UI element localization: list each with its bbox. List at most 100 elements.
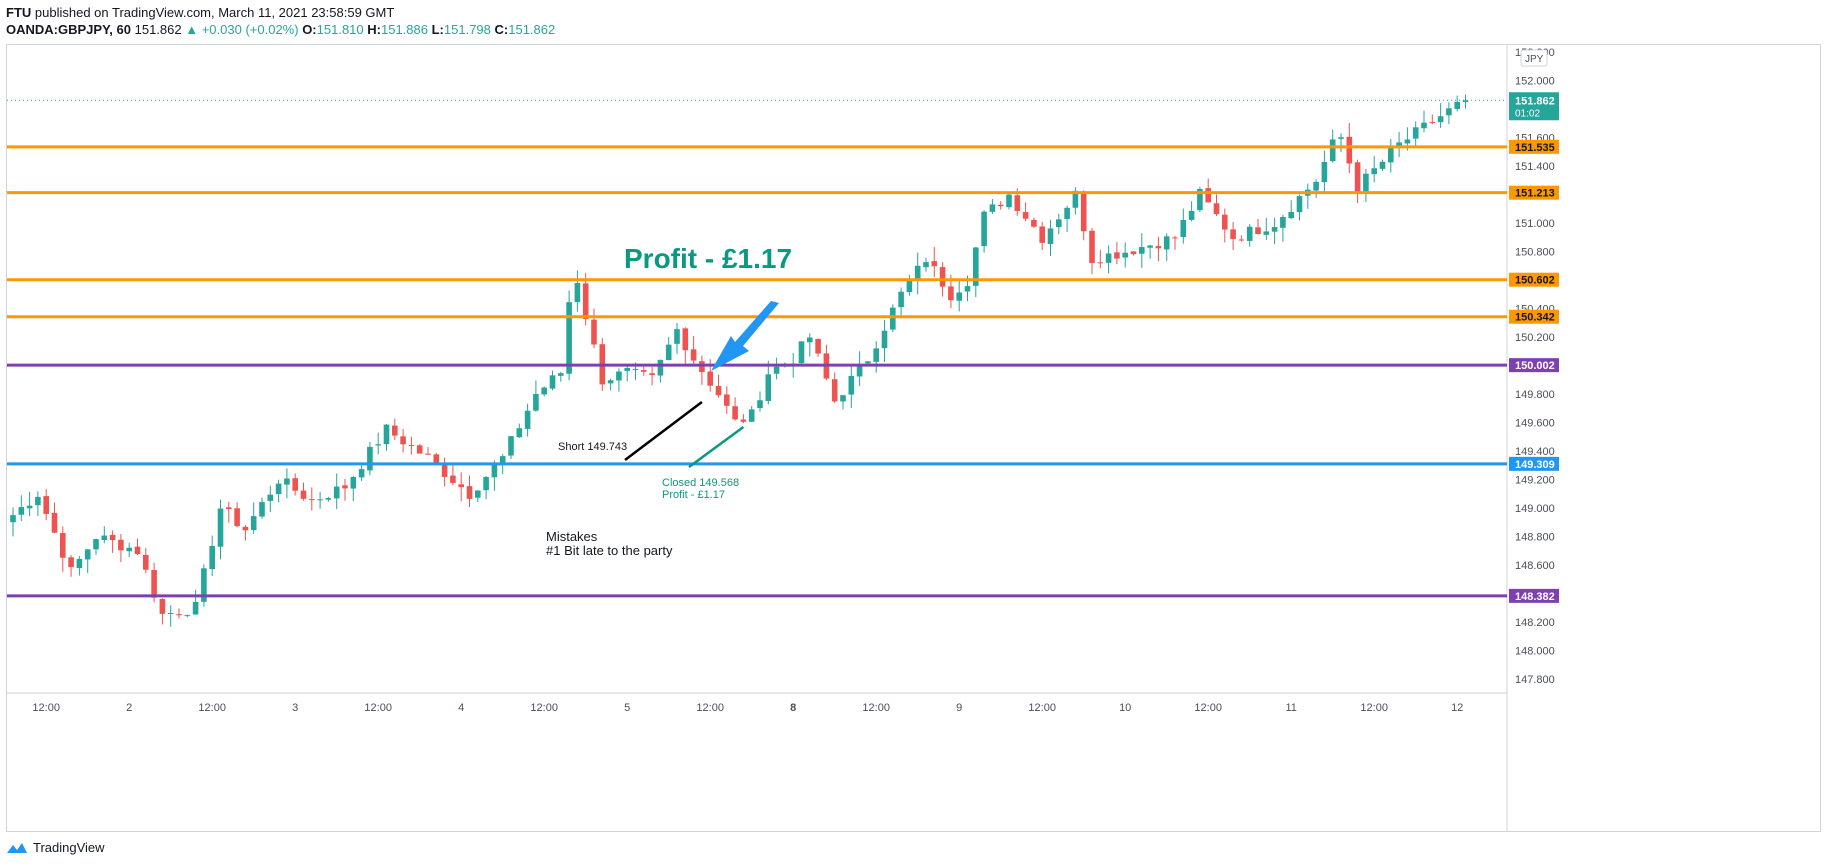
candle-body xyxy=(450,475,456,483)
candle-body xyxy=(1105,253,1112,263)
candle-body xyxy=(1271,227,1278,232)
candle-body xyxy=(184,615,191,617)
level-price-label: 151.213 xyxy=(1515,188,1555,200)
close-label: C: xyxy=(494,22,509,37)
currency-label: JPY xyxy=(1525,54,1544,65)
symbol-label[interactable]: OANDA:GBPJPY, 60 xyxy=(6,22,131,37)
candle-body xyxy=(508,436,514,456)
candle-body xyxy=(292,478,298,491)
candle-body xyxy=(350,477,357,489)
candle-body xyxy=(284,478,290,485)
candle-body xyxy=(51,512,58,533)
y-tick-label: 148.000 xyxy=(1515,645,1555,657)
candle-body xyxy=(923,262,929,268)
x-tick-label: 12:00 xyxy=(530,702,558,714)
level-price-tag-box xyxy=(1509,588,1559,603)
candle-body xyxy=(1238,239,1245,241)
last-price-tag-box xyxy=(1509,92,1559,121)
candle-body xyxy=(1346,136,1353,164)
candlestick-chart[interactable]: 147.800148.000148.200148.400148.600148.8… xyxy=(7,45,1820,831)
closed-label: Closed 149.568 xyxy=(662,477,739,489)
candle-body xyxy=(798,341,805,364)
candle-body xyxy=(192,601,199,615)
candle-body xyxy=(1429,122,1436,124)
level-price-tag-box xyxy=(1509,456,1559,471)
candle-body xyxy=(516,428,523,438)
profit-arrow-icon xyxy=(711,301,779,371)
y-tick-label: 148.600 xyxy=(1515,560,1555,572)
candles xyxy=(10,94,1469,627)
candle-body xyxy=(159,599,166,614)
mistakes-item: #1 Bit late to the party xyxy=(546,543,673,558)
candle-body xyxy=(939,267,946,287)
candle-body xyxy=(275,483,282,495)
candle-body xyxy=(524,410,531,429)
y-tick-label: 152.000 xyxy=(1515,76,1555,88)
candle-body xyxy=(1197,189,1203,211)
candle-body xyxy=(1089,230,1095,263)
low-value: 151.798 xyxy=(443,22,491,37)
mistakes-title: Mistakes xyxy=(546,529,598,544)
candle-body xyxy=(143,554,149,570)
chart-frame[interactable]: 147.800148.000148.200148.400148.600148.8… xyxy=(6,44,1821,832)
candle-body xyxy=(18,507,25,515)
level-price-label: 150.602 xyxy=(1515,275,1555,287)
last-price: 151.862 xyxy=(134,22,182,37)
candle-body xyxy=(632,368,639,370)
candle-body xyxy=(1246,226,1253,241)
candle-body xyxy=(1130,251,1137,255)
candle-body xyxy=(1313,181,1319,191)
candle-body xyxy=(1172,237,1178,239)
candle-body xyxy=(491,464,498,478)
high-label: H: xyxy=(367,22,381,37)
level-price-tag-box xyxy=(1509,185,1559,200)
x-tick-label: 4 xyxy=(458,702,464,714)
open-label: O: xyxy=(302,22,317,37)
published-text: published on TradingView.com, March 11, … xyxy=(34,5,395,20)
candle-body xyxy=(898,291,904,308)
candle-body xyxy=(1080,192,1087,232)
candle-body xyxy=(1412,127,1419,139)
candle-body xyxy=(1296,196,1303,213)
candle-body xyxy=(665,344,672,361)
candle-body xyxy=(151,570,157,598)
candle-body xyxy=(1280,216,1286,228)
candle-body xyxy=(674,329,680,344)
candle-body xyxy=(856,363,863,377)
candle-body xyxy=(483,476,489,491)
candle-body xyxy=(1462,100,1469,102)
candle-body xyxy=(10,515,16,523)
ohlc-legend: OANDA:GBPJPY, 60 151.862 ▲ +0.030 (+0.02… xyxy=(6,21,555,38)
candle-body xyxy=(973,247,979,286)
candle-body xyxy=(325,498,332,500)
candle-body xyxy=(1421,122,1427,129)
candle-body xyxy=(458,484,464,488)
candle-body xyxy=(1155,246,1162,249)
publisher-name[interactable]: FTU xyxy=(6,5,32,20)
candle-body xyxy=(408,445,415,447)
candle-body xyxy=(815,338,821,354)
candle-body xyxy=(499,456,506,465)
candle-body xyxy=(1072,190,1079,208)
candle-body xyxy=(1255,227,1261,235)
candle-body xyxy=(641,370,647,372)
level-price-label: 149.309 xyxy=(1515,459,1555,471)
candle-body xyxy=(541,387,547,395)
candle-body xyxy=(1064,207,1070,219)
candle-body xyxy=(948,286,954,301)
candle-body xyxy=(60,533,66,558)
x-tick-label: 12:00 xyxy=(1028,702,1056,714)
low-label: L: xyxy=(431,22,444,37)
x-tick-label: 9 xyxy=(956,702,962,714)
candle-body xyxy=(367,446,373,471)
brand-name: TradingView xyxy=(33,840,105,855)
footer-brand[interactable]: TradingView xyxy=(6,840,105,855)
level-price-tag: 150.342 xyxy=(1509,309,1559,324)
candle-body xyxy=(765,374,772,401)
x-tick-label: 8 xyxy=(790,702,796,714)
candle-body xyxy=(433,454,440,464)
candle-body xyxy=(964,286,971,292)
x-tick-label: 12:00 xyxy=(862,702,890,714)
candle-body xyxy=(167,613,174,615)
short-entry-label: Short 149.743 xyxy=(558,441,627,453)
